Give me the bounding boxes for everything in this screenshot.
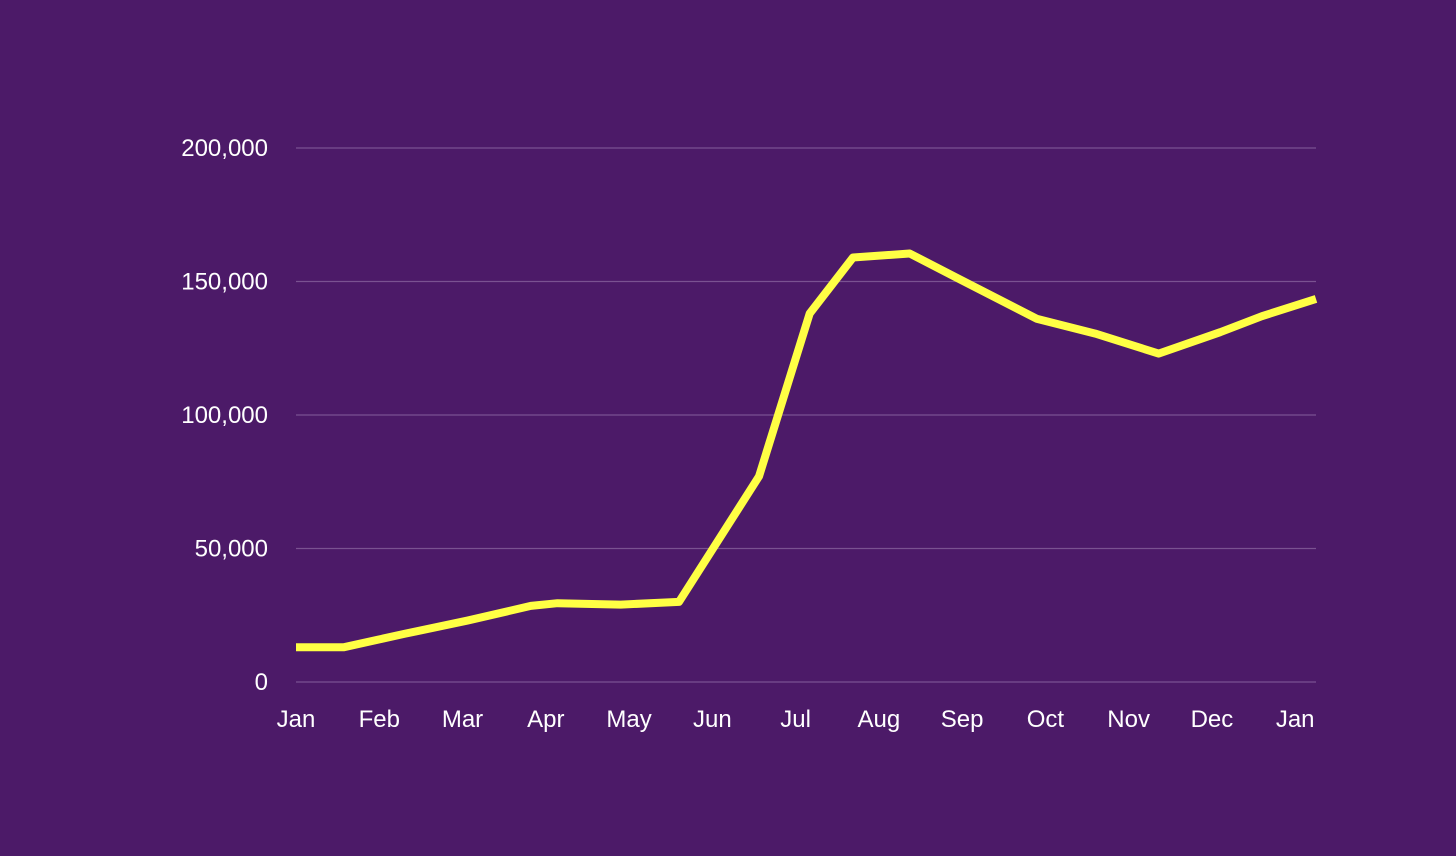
x-tick-label: Dec bbox=[1191, 706, 1234, 733]
y-tick-label: 100,000 bbox=[181, 402, 268, 429]
y-tick-label: 0 bbox=[255, 669, 268, 696]
x-tick-label: Mar bbox=[442, 706, 483, 733]
x-tick-label: Jun bbox=[693, 706, 732, 733]
x-tick-label: May bbox=[606, 706, 651, 733]
x-tick-label: Feb bbox=[359, 706, 400, 733]
x-tick-label: Aug bbox=[858, 706, 901, 733]
y-tick-label: 150,000 bbox=[181, 269, 268, 296]
x-tick-label: Jul bbox=[780, 706, 811, 733]
x-tick-label: Jan bbox=[277, 706, 316, 733]
x-tick-label: Jan bbox=[1276, 706, 1315, 733]
x-tick-label: Apr bbox=[527, 706, 564, 733]
y-tick-label: 200,000 bbox=[181, 135, 268, 162]
x-tick-label: Oct bbox=[1027, 706, 1065, 733]
y-tick-label: 50,000 bbox=[195, 536, 268, 563]
x-tick-label: Sep bbox=[941, 706, 984, 733]
y-axis-tick-labels: 0 50,000 100,000 150,000 200,000 bbox=[181, 135, 268, 696]
x-tick-label: Nov bbox=[1107, 706, 1150, 733]
x-axis-tick-labels: Jan Feb Mar Apr May Jun Jul Aug Sep Oct Nov Dec Jan bbox=[277, 706, 1315, 733]
gridlines bbox=[296, 147, 1316, 683]
series-lines bbox=[296, 249, 1318, 652]
series-line bbox=[296, 249, 1318, 652]
